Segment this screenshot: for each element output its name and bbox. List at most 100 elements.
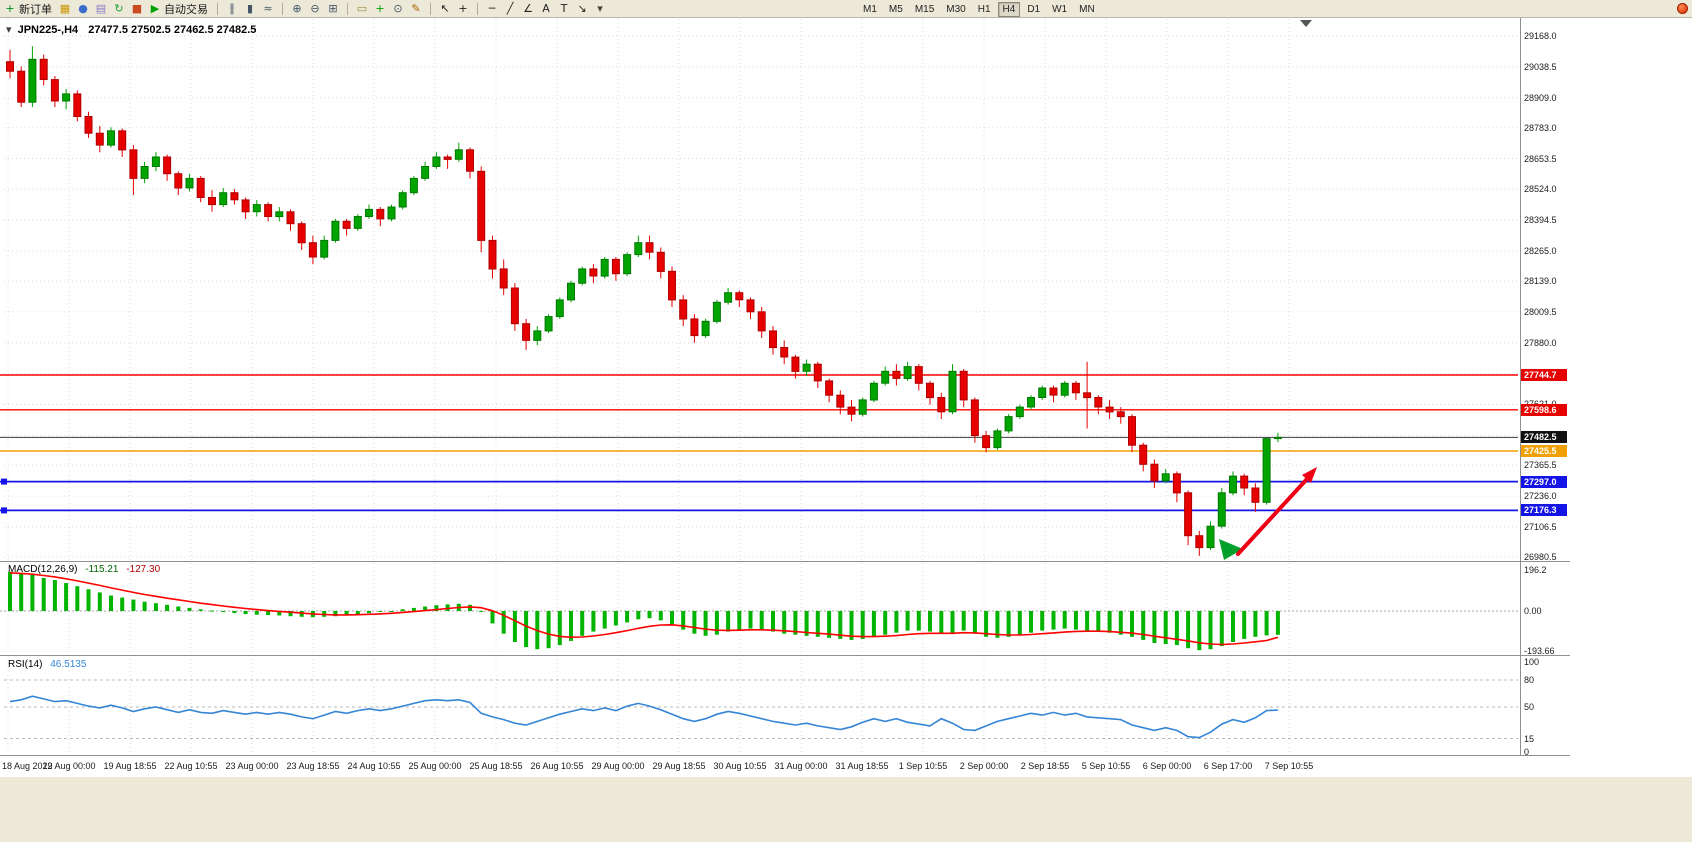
- candle-body: [1038, 387, 1047, 398]
- line-handle-icon[interactable]: [1, 507, 7, 514]
- macd-histogram-bar: [580, 611, 585, 636]
- timeframe-w1[interactable]: W1: [1052, 3, 1068, 15]
- macd-histogram-bar: [1275, 611, 1280, 635]
- dropdown-caret-icon[interactable]: ▾: [592, 2, 608, 16]
- macd-histogram-bar: [860, 611, 865, 639]
- timeframe-m5[interactable]: M5: [888, 3, 903, 15]
- candle-body: [690, 318, 699, 337]
- candle-body: [6, 61, 14, 72]
- terminal-icon[interactable]: ■: [129, 2, 145, 16]
- new-order-icon: +: [5, 2, 15, 15]
- candle-body: [802, 363, 811, 372]
- candle-body: [1184, 492, 1193, 537]
- timeframe-m15[interactable]: M15: [914, 3, 935, 15]
- macd-signal-line: [9, 572, 1279, 646]
- y-axis-label: 28783.0: [1524, 123, 1557, 133]
- candle-body: [1128, 416, 1136, 446]
- candle-body: [656, 251, 665, 272]
- candle-body: [735, 292, 744, 301]
- horizontal-line-icon[interactable]: ─: [484, 2, 500, 16]
- candle-body: [1049, 387, 1058, 396]
- trendline-icon[interactable]: ╱: [502, 2, 518, 16]
- text-label-icon[interactable]: T: [556, 2, 572, 16]
- notification-icon[interactable]: [1677, 3, 1688, 14]
- macd-histogram-bar: [591, 611, 596, 632]
- templates-icon[interactable]: ▭: [354, 2, 370, 16]
- line-handle-icon[interactable]: [1, 478, 7, 485]
- timeframe-h4[interactable]: H4: [997, 1, 1021, 17]
- refresh-icon[interactable]: ↻: [111, 2, 127, 16]
- candle-body: [499, 268, 508, 289]
- channel-icon[interactable]: ∠: [520, 2, 536, 16]
- x-axis-label: 29 Aug 00:00: [591, 761, 645, 771]
- macd-histogram-bar: [613, 611, 618, 626]
- candle-body: [1206, 525, 1215, 549]
- macd-histogram-bar: [1073, 611, 1078, 630]
- candle-body: [869, 382, 878, 401]
- timeframe-d1[interactable]: D1: [1027, 3, 1041, 15]
- cursor-icon[interactable]: ↖: [437, 2, 453, 16]
- text-icon[interactable]: A: [538, 2, 554, 16]
- candlestick-chart-icon[interactable]: ▮: [242, 2, 258, 16]
- ohlc-bars-icon[interactable]: ∥: [224, 2, 240, 16]
- timeframe-m30[interactable]: M30: [946, 3, 966, 15]
- objects-icon[interactable]: ✎: [408, 2, 424, 16]
- data-window-icon[interactable]: ▤: [93, 2, 109, 16]
- charts-menu-icon[interactable]: ▦: [57, 2, 73, 16]
- indicators-icon: +: [375, 2, 385, 15]
- y-axis-label: 28265.0: [1524, 246, 1557, 256]
- macd-histogram-bar: [748, 611, 753, 629]
- candle-body: [140, 166, 149, 179]
- candle-body: [555, 299, 564, 318]
- candle-body: [578, 268, 587, 284]
- macd-histogram-bar: [501, 611, 506, 634]
- low-marker-icon[interactable]: [1219, 539, 1243, 560]
- candle-body: [858, 399, 867, 415]
- macd-histogram-bar: [681, 611, 686, 630]
- candle-body: [252, 204, 261, 213]
- macd-histogram-bar: [490, 611, 495, 624]
- y-axis-label: 27236.0: [1524, 491, 1557, 501]
- toolbar-separator: [217, 2, 218, 15]
- crosshair-icon[interactable]: +: [455, 2, 471, 16]
- macd-scale-label: -193.66: [1524, 646, 1555, 656]
- chart-menu-caret-icon[interactable]: ▾: [6, 23, 12, 36]
- arrows-dropdown-icon[interactable]: ↘: [574, 2, 590, 16]
- candle-body: [1083, 392, 1092, 399]
- macd-histogram-bar: [782, 611, 787, 634]
- candle-body: [970, 399, 979, 437]
- candle-body: [668, 270, 676, 301]
- candle-body: [151, 156, 160, 167]
- text-label-icon: T: [560, 2, 568, 15]
- macd-histogram-bar: [1062, 611, 1067, 629]
- candle-body: [39, 58, 48, 80]
- macd-histogram-bar: [647, 611, 652, 619]
- trend-arrow-head[interactable]: [1302, 467, 1317, 483]
- timeframe-mn[interactable]: MN: [1079, 3, 1095, 15]
- timeframe-m1[interactable]: M1: [863, 3, 877, 15]
- candle-body: [982, 435, 991, 449]
- macd-histogram-bar: [411, 607, 416, 611]
- autotrading-button[interactable]: ▶ 自动交易: [147, 1, 211, 17]
- zoom-out-icon[interactable]: ⊖: [307, 2, 323, 16]
- candle-body: [466, 149, 474, 172]
- text-icon: A: [542, 2, 550, 15]
- market-watch-icon[interactable]: ●: [75, 2, 91, 16]
- macd-histogram-bar: [479, 611, 484, 612]
- trend-arrow[interactable]: [1236, 477, 1309, 556]
- candle-body: [1273, 436, 1282, 440]
- macd-histogram-bar: [737, 611, 742, 630]
- timeframe-h1[interactable]: H1: [977, 3, 991, 15]
- zoom-in-icon[interactable]: ⊕: [289, 2, 305, 16]
- price-tag: 27297.0: [1521, 476, 1567, 488]
- indicators-icon[interactable]: +: [372, 2, 388, 16]
- macd-histogram-bar: [636, 611, 641, 620]
- macd-histogram-bar: [905, 611, 910, 631]
- macd-histogram-bar: [950, 611, 955, 633]
- line-chart-icon[interactable]: ≈: [260, 2, 276, 16]
- tile-windows-icon[interactable]: ⊞: [325, 2, 341, 16]
- new-order-button[interactable]: + 新订单: [2, 1, 55, 17]
- macd-histogram-bar: [468, 604, 472, 611]
- periodicity-icon[interactable]: ⊙: [390, 2, 406, 16]
